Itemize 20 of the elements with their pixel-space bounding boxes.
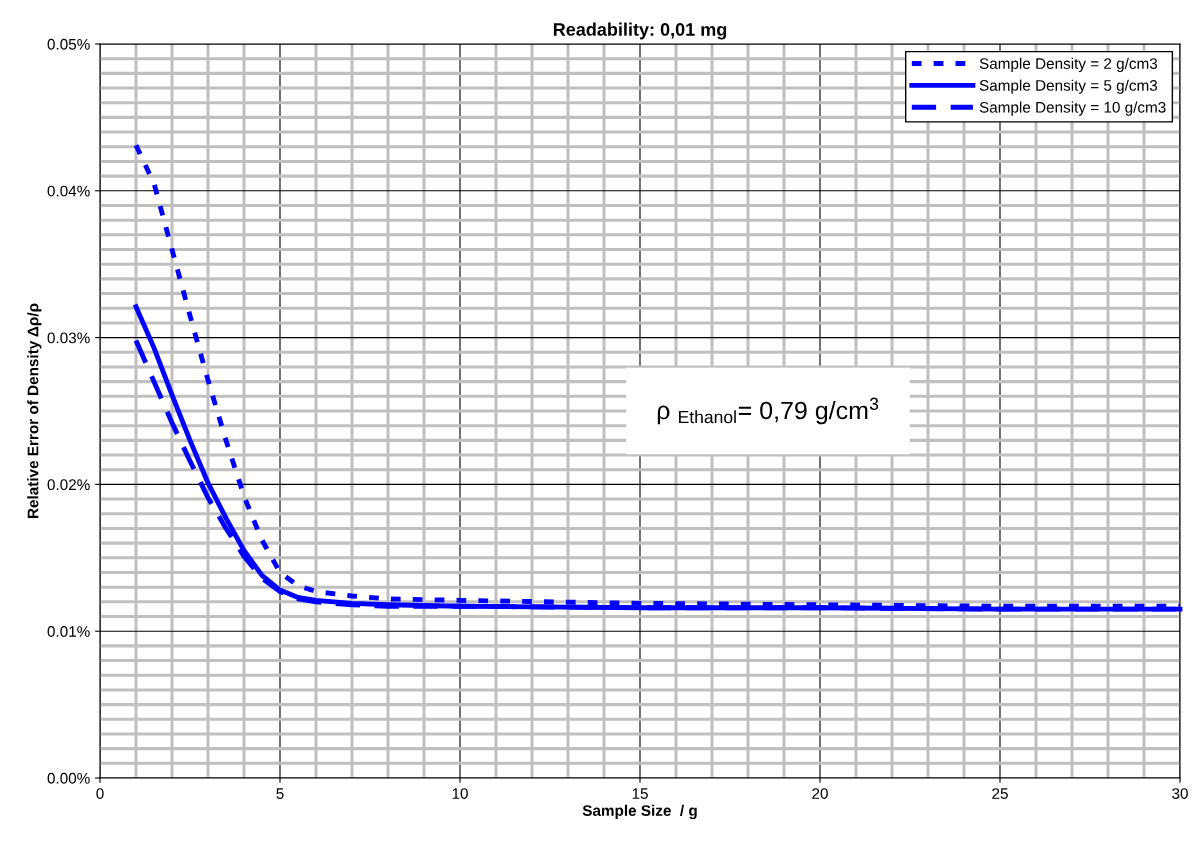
legend-label: Sample Density = 5 g/cm3	[979, 79, 1158, 94]
y-axis-title: Relative Error of Density Δρ/ρ	[27, 303, 42, 519]
x-tick-label: 0	[96, 788, 104, 799]
y-tick-label: 0.01%	[47, 626, 90, 637]
chart-title: Readability: 0,01 mg	[553, 22, 727, 40]
y-tick-label: 0.03%	[47, 332, 90, 344]
x-axis-title: Sample Size / g	[582, 804, 697, 820]
y-tick-label: 0.05%	[47, 38, 90, 50]
x-tick-label: 10	[452, 788, 468, 799]
y-tick-label: 0.02%	[47, 479, 90, 491]
legend-label: Sample Density = 2 g/cm3	[979, 57, 1158, 72]
y-tick-label: 0.04%	[47, 185, 90, 197]
x-tick-label: 15	[632, 788, 648, 799]
annotation: ρ $_{Ethanol}$= 0,79 g/cm$^{3}$	[657, 397, 879, 425]
legend-label: Sample Density = 10 g/cm3	[979, 101, 1166, 116]
x-tick-label: 30	[1172, 788, 1188, 799]
x-tick-label: 5	[276, 788, 284, 799]
x-tick-label: 20	[812, 788, 828, 799]
y-tick-label: 0.00%	[47, 772, 90, 784]
x-tick-label: 25	[992, 788, 1008, 799]
